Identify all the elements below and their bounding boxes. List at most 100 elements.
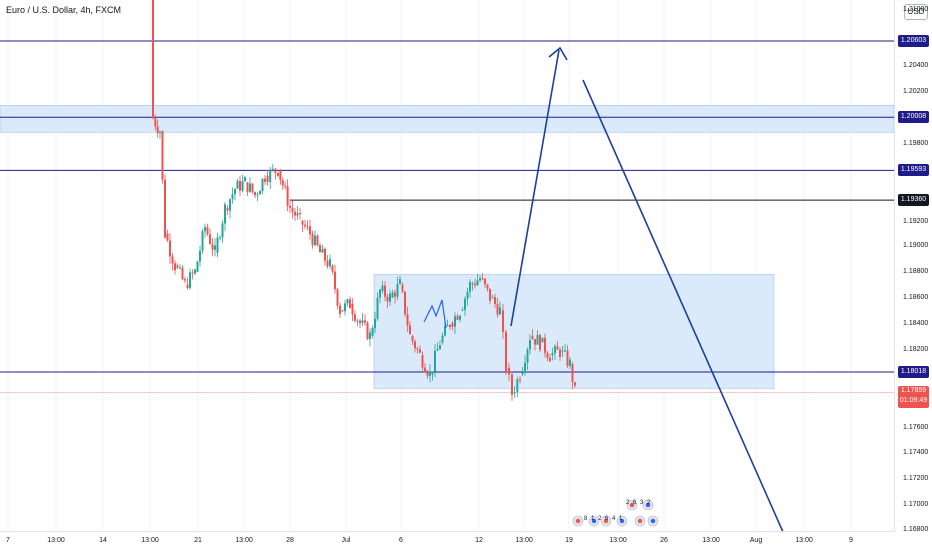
candle-body <box>259 191 261 195</box>
candle-body <box>154 118 157 127</box>
candle-body <box>186 284 189 288</box>
time-tick-label: 6 <box>399 537 403 544</box>
event-flag-icon <box>629 502 635 508</box>
candle-body <box>239 180 241 191</box>
time-tick-label: 21 <box>194 537 202 544</box>
candle-body <box>169 240 171 257</box>
candle-body <box>201 231 204 251</box>
event-flag-icon <box>603 518 609 524</box>
projection-up-arrowhead <box>548 46 568 61</box>
candle-body <box>474 283 476 286</box>
price-tick-label: 1.19000 <box>903 242 929 249</box>
candle-body <box>324 248 326 261</box>
event-marker-label: 6 <box>633 500 637 506</box>
candle-body <box>481 278 484 280</box>
candle-body <box>529 339 531 350</box>
candle-body <box>469 282 471 292</box>
candle-body <box>411 335 414 342</box>
candle-body <box>221 223 224 238</box>
price-tag-1.20008: 1.20008 <box>898 111 929 124</box>
candle-body <box>309 226 311 235</box>
candle-body <box>176 265 179 268</box>
candle-body <box>374 318 376 329</box>
candle-body <box>424 367 426 373</box>
candle-body <box>546 352 549 358</box>
candle-body <box>334 271 336 290</box>
time-tick-label: 13:00 <box>47 537 65 544</box>
projection-drawings <box>423 46 784 533</box>
candle-body <box>479 278 481 281</box>
candle-body <box>152 0 154 119</box>
candle-body <box>471 283 474 285</box>
symbol-title[interactable]: Euro / U.S. Dollar, 4h, FXCM <box>6 5 122 15</box>
candle-body <box>569 359 571 366</box>
event-marker-label: 1 <box>619 516 623 522</box>
candle-body <box>184 279 186 281</box>
candle-body <box>466 291 469 299</box>
candle-body <box>541 337 544 343</box>
candle-body <box>444 325 446 336</box>
event-flag-icon <box>637 518 643 524</box>
candle-body <box>316 235 319 246</box>
candle-body <box>226 207 229 211</box>
candle-body <box>476 280 479 286</box>
candle-body <box>574 382 576 386</box>
candle-body <box>216 237 219 253</box>
horizontal-levels <box>0 40 894 393</box>
last-price-value: 1.17859 <box>900 387 927 395</box>
event-flag-icon <box>591 518 597 524</box>
price-tick-label: 1.18800 <box>903 268 929 275</box>
candle-body <box>511 374 513 395</box>
event-marker-label: 2 <box>647 500 651 506</box>
price-tick-label: 1.17400 <box>903 449 929 456</box>
candle-body <box>544 337 546 353</box>
candle-body <box>159 132 161 134</box>
candle-body <box>536 335 539 345</box>
time-tick-label: 13:00 <box>609 537 627 544</box>
candle-body <box>304 224 306 227</box>
candle-body <box>251 183 254 192</box>
candle-body <box>399 279 401 284</box>
candle-body <box>369 332 371 340</box>
candle-body <box>271 168 274 170</box>
candle-body <box>189 272 191 288</box>
candle-body <box>389 293 391 302</box>
time-tick-label: 13:00 <box>515 537 533 544</box>
candle-body <box>241 181 244 191</box>
candle-body <box>549 357 551 362</box>
price-tag-1.17859: 1.17859 01:09:49 <box>898 386 929 409</box>
candle-body <box>331 265 334 272</box>
candle-body <box>236 180 239 189</box>
candle-body <box>359 320 361 324</box>
price-tick-label: 1.18400 <box>903 320 929 327</box>
candle-body <box>566 350 569 366</box>
candle-body <box>414 341 416 349</box>
price-tag-1.20603: 1.20603 <box>898 35 929 47</box>
candle-body <box>456 316 459 320</box>
candle-body <box>429 371 431 376</box>
candle-body <box>164 179 166 238</box>
candle-body <box>451 323 454 327</box>
candle-body <box>326 260 329 267</box>
price-tick-label: 1.20400 <box>903 62 929 69</box>
candle-body <box>321 248 324 253</box>
event-marker-label: 8 <box>584 516 588 522</box>
candle-body <box>366 322 369 340</box>
candle-body <box>464 298 466 310</box>
candle-body <box>551 353 554 356</box>
candle-body <box>526 349 529 363</box>
candle-body <box>209 234 211 244</box>
candle-body <box>354 314 356 321</box>
time-tick-label: 13:00 <box>235 537 253 544</box>
time-tick-label: 13:00 <box>141 537 159 544</box>
candle-body <box>384 285 386 297</box>
event-marker-label: 1 <box>591 516 595 522</box>
time-tick-label: Aug <box>749 537 763 544</box>
price-axis-panel[interactable] <box>894 0 932 532</box>
candle-body <box>339 305 341 315</box>
candle-body <box>401 284 404 292</box>
candle-body <box>494 297 496 304</box>
currency-button[interactable]: USD <box>904 4 928 20</box>
event-markers[interactable]: 8 1 2 6 4 12 6 3 2 <box>572 499 659 527</box>
